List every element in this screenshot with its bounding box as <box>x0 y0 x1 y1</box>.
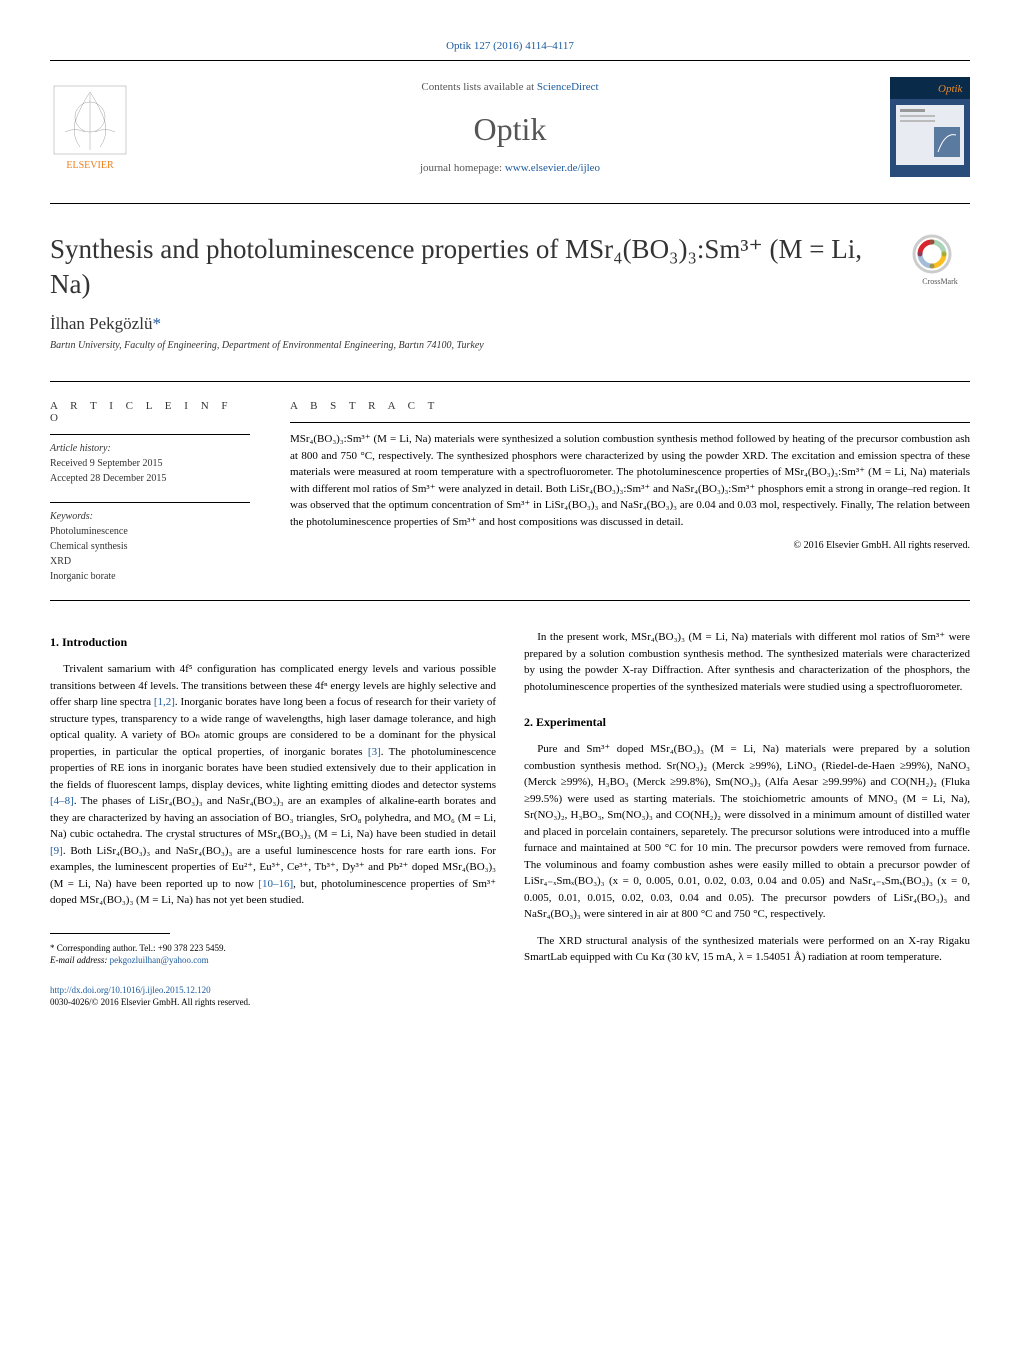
right-column: In the present work, MSr₄(BO₃)₃ (M = Li,… <box>524 629 970 1008</box>
homepage-line: journal homepage: www.elsevier.de/ijleo <box>130 162 890 174</box>
journal-header: ELSEVIER Contents lists available at Sci… <box>50 67 970 197</box>
keywords-block: Keywords: Photoluminescence Chemical syn… <box>50 502 250 584</box>
svg-text:Optik: Optik <box>938 83 964 95</box>
keyword: Chemical synthesis <box>50 539 250 554</box>
body-columns: 1. Introduction Trivalent samarium with … <box>50 629 970 1008</box>
elsevier-logo: ELSEVIER <box>50 82 130 172</box>
corresponding-asterisk[interactable]: * <box>152 314 161 333</box>
homepage-link[interactable]: www.elsevier.de/ijleo <box>505 162 600 174</box>
header-bottom-divider <box>50 203 970 204</box>
citation-link[interactable]: Optik 127 (2016) 4114–4117 <box>446 40 574 52</box>
abstract-copyright: © 2016 Elsevier GmbH. All rights reserve… <box>290 540 970 551</box>
journal-cover: Optik <box>890 77 970 177</box>
journal-name: Optik <box>130 111 890 148</box>
email-link[interactable]: pekgozluilhan@yahoo.com <box>110 955 209 965</box>
intro-paragraph-2: In the present work, MSr₄(BO₃)₃ (M = Li,… <box>524 629 970 695</box>
top-divider <box>50 60 970 61</box>
svg-text:CrossMark: CrossMark <box>922 277 958 286</box>
doi-block: http://dx.doi.org/10.1016/j.ijleo.2015.1… <box>50 985 496 1008</box>
abstract-label: a b s t r a c t <box>290 400 970 412</box>
footnote-separator <box>50 933 170 934</box>
affiliation: Bartın University, Faculty of Engineerin… <box>50 340 970 351</box>
intro-paragraph: Trivalent samarium with 4f⁵ configuratio… <box>50 661 496 909</box>
experimental-heading: 2. Experimental <box>524 713 970 731</box>
keyword: Photoluminescence <box>50 524 250 539</box>
exp-paragraph: Pure and Sm³⁺ doped MSr₄(BO₃)₃ (M = Li, … <box>524 741 970 923</box>
sciencedirect-link[interactable]: ScienceDirect <box>537 81 599 93</box>
left-column: 1. Introduction Trivalent samarium with … <box>50 629 496 1008</box>
keyword: XRD <box>50 554 250 569</box>
crossmark-badge[interactable]: CrossMark <box>910 232 970 292</box>
author-name: İlhan Pekgözlü* <box>50 314 970 334</box>
article-info-label: a r t i c l e i n f o <box>50 400 250 424</box>
abstract-text: MSr₄(BO₃)₃:Sm³⁺ (M = Li, Na) materials w… <box>290 422 970 530</box>
citation-bar: Optik 127 (2016) 4114–4117 <box>50 40 970 52</box>
exp-paragraph-2: The XRD structural analysis of the synth… <box>524 933 970 966</box>
meta-bottom-divider <box>50 600 970 601</box>
corresponding-footnote: * Corresponding author. Tel.: +90 378 22… <box>50 942 496 967</box>
article-history: Article history: Received 9 September 20… <box>50 434 250 486</box>
keyword: Inorganic borate <box>50 569 250 584</box>
article-title: Synthesis and photoluminescence properti… <box>50 232 910 302</box>
elsevier-text: ELSEVIER <box>66 160 114 171</box>
contents-line: Contents lists available at ScienceDirec… <box>130 81 890 93</box>
intro-heading: 1. Introduction <box>50 633 496 651</box>
doi-link[interactable]: http://dx.doi.org/10.1016/j.ijleo.2015.1… <box>50 985 211 995</box>
